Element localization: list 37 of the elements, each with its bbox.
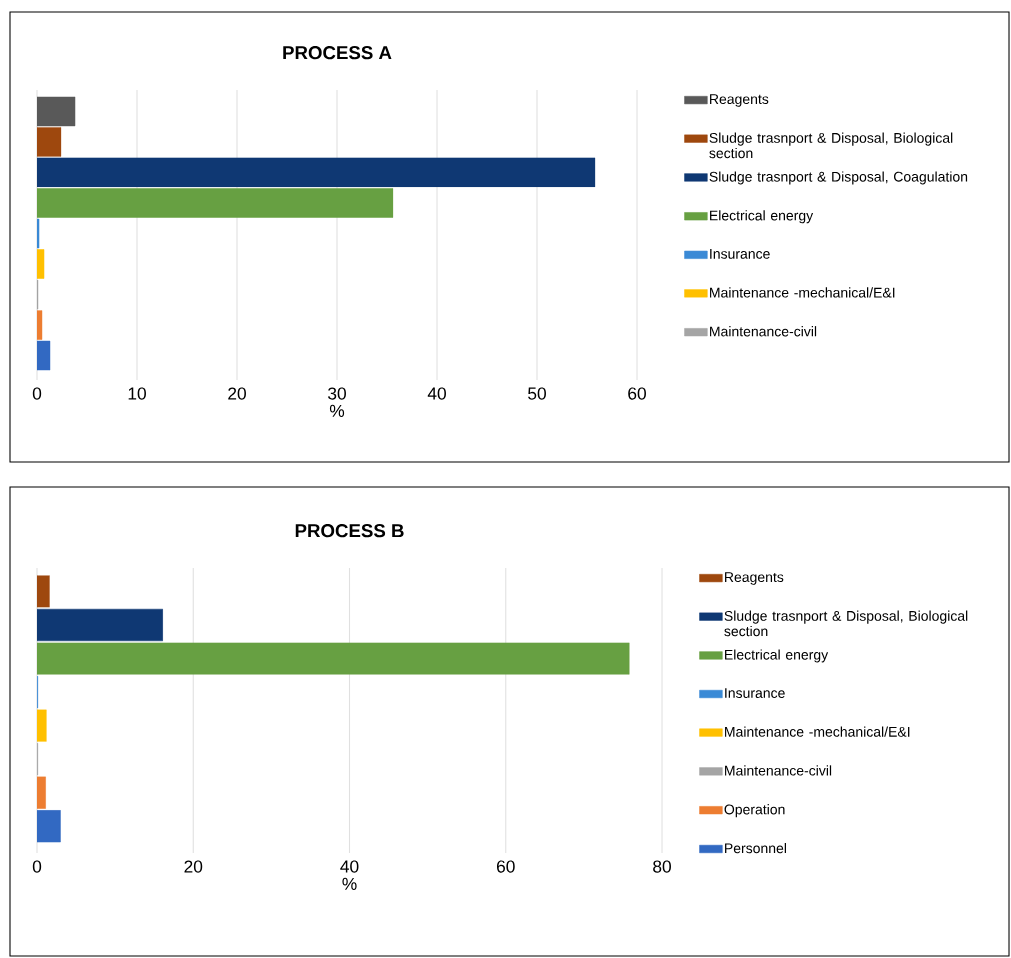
- x-tick-label: 50: [528, 387, 546, 400]
- x-tick-label: 40: [340, 860, 359, 873]
- bar: [37, 188, 394, 218]
- x-tick-label: 10: [128, 387, 146, 400]
- legend-label: Sludge trasnport & Disposal, Biological section: [724, 610, 968, 637]
- legend-label: Sludge trasnport & Disposal, Biological section: [709, 132, 953, 159]
- x-tick-label: 60: [628, 387, 646, 400]
- x-tick-label: 60: [496, 860, 515, 873]
- legend-label: Maintenance -mechanical/E&I: [725, 726, 910, 737]
- bar: [37, 340, 51, 371]
- bar: [37, 96, 76, 127]
- x-tick-label: 0: [32, 387, 42, 400]
- legend-label: Electrical energy: [710, 210, 814, 224]
- legend-label: Reagents: [710, 94, 769, 107]
- bar: [37, 810, 61, 843]
- bar: [37, 218, 40, 249]
- chart-title: PROCESS A: [283, 46, 392, 60]
- legend-label: Maintenance -mechanical/E&I: [710, 287, 895, 298]
- legend-label: Maintenance-civil: [725, 765, 832, 776]
- legend-label: Personnel: [725, 842, 786, 854]
- x-axis-title: %: [329, 404, 345, 417]
- x-tick-label: 20: [228, 387, 246, 400]
- legend-label: Reagents: [725, 572, 784, 585]
- legend-label: Electrical energy: [725, 649, 829, 663]
- chart-title: PROCESS B: [295, 524, 404, 538]
- x-tick-label: 0: [32, 860, 42, 873]
- legend-label: Insurance: [725, 688, 785, 698]
- x-tick-label: 40: [427, 387, 446, 400]
- legend-label: Sludge trasnport & Disposal, Coagulation: [709, 171, 968, 185]
- x-tick-label: 20: [184, 860, 203, 873]
- x-tick-label: 80: [653, 860, 671, 873]
- x-tick-label: 30: [328, 387, 346, 400]
- x-axis-title: %: [342, 877, 357, 890]
- legend-label: Insurance: [710, 249, 770, 259]
- legend-label: Maintenance-civil: [710, 326, 817, 337]
- bar: [37, 776, 46, 809]
- legend-label: Operation: [724, 804, 785, 818]
